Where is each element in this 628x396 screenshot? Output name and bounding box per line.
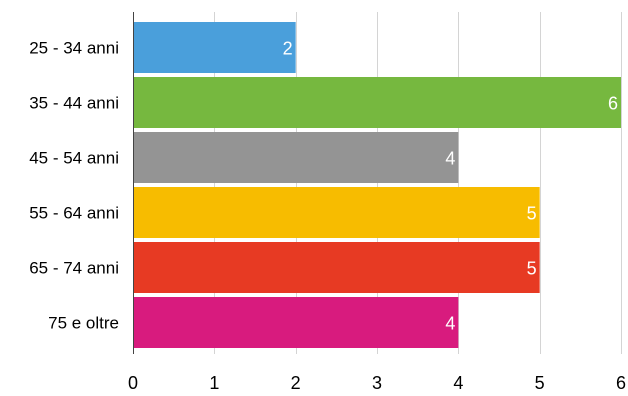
bar-1 xyxy=(134,22,296,73)
category-label-4: 55 - 64 anni xyxy=(29,204,119,223)
x-tick-label-0: 0 xyxy=(128,373,138,393)
bars xyxy=(134,22,621,348)
data-label-2: 6 xyxy=(608,94,618,114)
bar-2 xyxy=(134,77,621,128)
x-tick-label-3: 3 xyxy=(372,373,382,393)
data-label-3: 4 xyxy=(445,149,455,169)
category-labels: 25 - 34 anni 35 - 44 anni 45 - 54 anni 55 -… xyxy=(29,39,119,333)
category-label-1: 25 - 34 anni xyxy=(29,39,119,58)
bar-5 xyxy=(134,242,540,293)
data-label-6: 4 xyxy=(445,314,455,334)
x-tick-label-1: 1 xyxy=(209,373,219,393)
x-tick-label-6: 6 xyxy=(616,373,626,393)
x-tick-label-2: 2 xyxy=(291,373,301,393)
category-label-6: 75 e oltre xyxy=(48,314,119,333)
data-labels: 2 6 4 5 5 4 xyxy=(283,39,618,334)
x-tick-labels: 0 1 2 3 4 5 6 xyxy=(128,373,626,393)
bar-3 xyxy=(134,132,459,183)
x-tick-label-4: 4 xyxy=(453,373,463,393)
data-label-4: 5 xyxy=(527,204,537,224)
data-label-5: 5 xyxy=(527,259,537,279)
category-label-5: 65 - 74 anni xyxy=(29,259,119,278)
category-label-2: 35 - 44 anni xyxy=(29,94,119,113)
x-tick-label-5: 5 xyxy=(535,373,545,393)
data-label-1: 2 xyxy=(283,39,293,59)
bar-4 xyxy=(134,187,540,238)
bar-6 xyxy=(134,297,459,348)
category-label-3: 45 - 54 anni xyxy=(29,149,119,168)
